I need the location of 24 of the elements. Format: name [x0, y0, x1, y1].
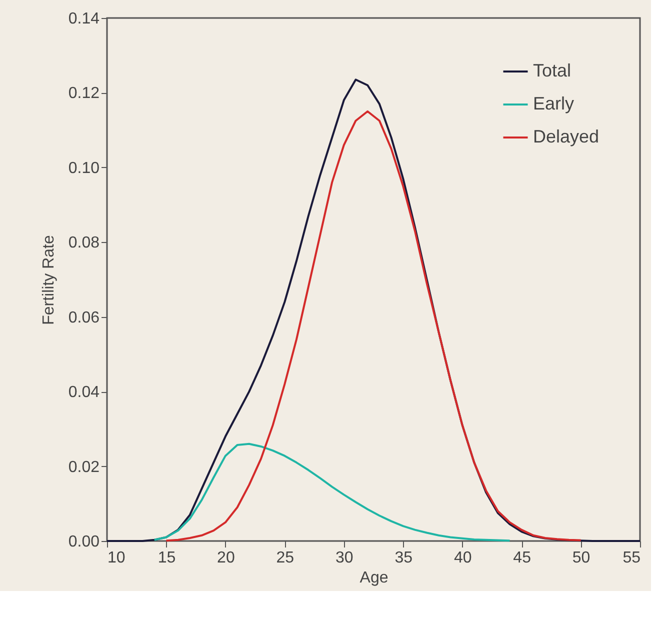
x-axis-title: Age — [360, 570, 388, 586]
y-tick-label: 0.04 — [68, 384, 100, 402]
y-tick-label: 0.14 — [68, 10, 100, 28]
x-tick-label: 15 — [158, 550, 176, 566]
y-tick-label: 0.08 — [68, 234, 100, 252]
x-tick-label: 30 — [335, 550, 354, 566]
x-tick-label: 55 — [622, 550, 641, 566]
y-tick-label: 0.10 — [68, 160, 100, 177]
x-tick-label: 25 — [276, 550, 294, 566]
x-tick-label: 40 — [454, 550, 472, 566]
y-tick-label: 0.02 — [68, 458, 100, 476]
y-axis-title: Fertility Rate — [40, 235, 58, 325]
legend-label: Early — [533, 94, 574, 114]
x-tick-label: 10 — [108, 550, 126, 566]
x-tick-label: 35 — [394, 550, 413, 566]
y-tick-label: 0.06 — [68, 309, 100, 326]
y-tick-label: 0.12 — [68, 85, 100, 102]
legend-label: Delayed — [533, 126, 600, 146]
x-tick-label: 50 — [572, 550, 590, 566]
x-tick-label: 45 — [513, 550, 532, 566]
y-tick-label: 0.00 — [68, 534, 100, 550]
line-series — [153, 442, 511, 542]
x-tick-label: 20 — [217, 550, 235, 566]
legend-label: Total — [533, 60, 572, 80]
